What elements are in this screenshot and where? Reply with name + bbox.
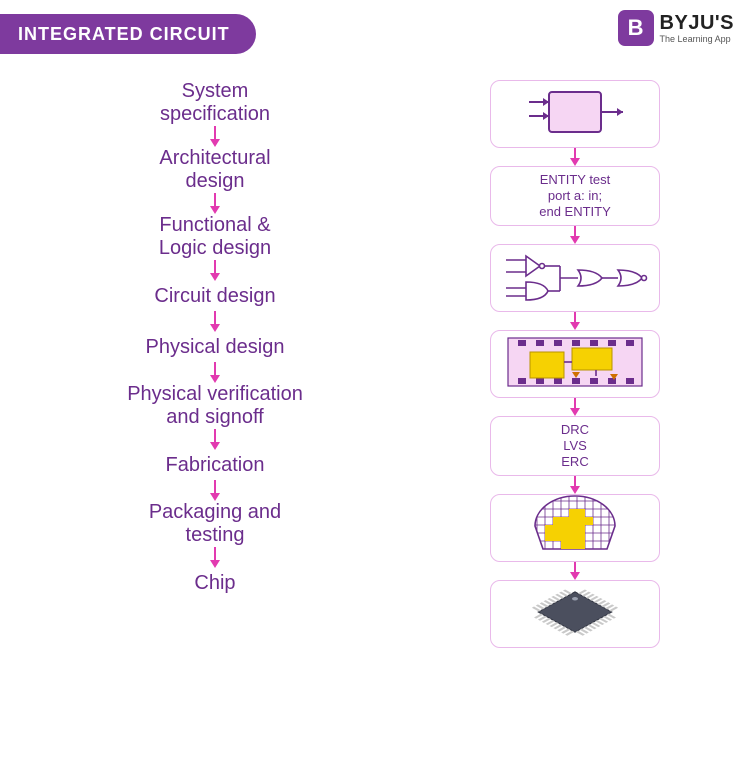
flow-card-text: end ENTITY xyxy=(539,204,611,220)
flow-arrow-icon xyxy=(568,226,582,244)
brand-badge-letter: B xyxy=(628,15,644,41)
flow-arrow-icon xyxy=(208,429,222,450)
svg-layout-icon xyxy=(500,332,650,396)
flow-arrow-icon xyxy=(208,126,222,147)
flow-card-text: ENTITY test xyxy=(540,172,611,188)
content: Systemspecification Architecturaldesign … xyxy=(0,80,750,776)
flow-step: Physical design xyxy=(146,332,285,362)
flow-arrow-icon xyxy=(568,562,582,580)
flow-arrow-icon xyxy=(208,311,222,332)
flow-step: Packaging andtesting xyxy=(149,501,281,547)
flow-step: Physical verificationand signoff xyxy=(127,383,303,429)
page-title: INTEGRATED CIRCUIT xyxy=(18,24,230,45)
flow-card xyxy=(490,494,660,562)
flow-arrow-icon xyxy=(208,260,222,281)
flow-arrow-icon xyxy=(568,148,582,166)
svg-wafer-icon xyxy=(525,495,625,561)
svg-chip-icon xyxy=(520,580,630,648)
flow-arrow-icon xyxy=(208,193,222,214)
flow-left-column: Systemspecification Architecturaldesign … xyxy=(85,80,345,776)
flow-card-text: LVS xyxy=(563,438,587,454)
flow-step: Chip xyxy=(194,568,235,598)
flow-card xyxy=(490,244,660,312)
flow-card: DRCLVSERC xyxy=(490,416,660,476)
flow-card: ENTITY testport a: in;end ENTITY xyxy=(490,166,660,226)
flow-card-text: port a: in; xyxy=(548,188,602,204)
flow-step: Circuit design xyxy=(154,281,275,311)
flow-step: Architecturaldesign xyxy=(159,147,270,193)
flow-step: Functional &Logic design xyxy=(159,214,271,260)
flow-arrow-icon xyxy=(208,547,222,568)
flow-card-text: ERC xyxy=(561,454,588,470)
flow-arrow-icon xyxy=(208,480,222,501)
brand-text: BYJU'S The Learning App xyxy=(660,13,734,44)
flow-card xyxy=(490,80,660,148)
flow-card xyxy=(490,330,660,398)
brand-name: BYJU'S xyxy=(660,13,734,33)
brand-subtitle: The Learning App xyxy=(660,35,734,44)
flow-arrow-icon xyxy=(208,362,222,383)
flow-arrow-icon xyxy=(568,476,582,494)
flow-card-text: DRC xyxy=(561,422,589,438)
flow-card xyxy=(490,580,660,648)
flow-step: Systemspecification xyxy=(160,80,270,126)
flow-right-column: ENTITY testport a: in;end ENTITY xyxy=(485,80,665,776)
brand-badge: B xyxy=(618,10,654,46)
svg-logic-icon xyxy=(500,248,650,308)
flow-arrow-icon xyxy=(568,398,582,416)
page-title-band: INTEGRATED CIRCUIT xyxy=(0,14,256,54)
flow-step: Fabrication xyxy=(166,450,265,480)
svg-blockio-icon xyxy=(515,84,635,144)
brand: B BYJU'S The Learning App xyxy=(618,10,734,46)
flow-arrow-icon xyxy=(568,312,582,330)
